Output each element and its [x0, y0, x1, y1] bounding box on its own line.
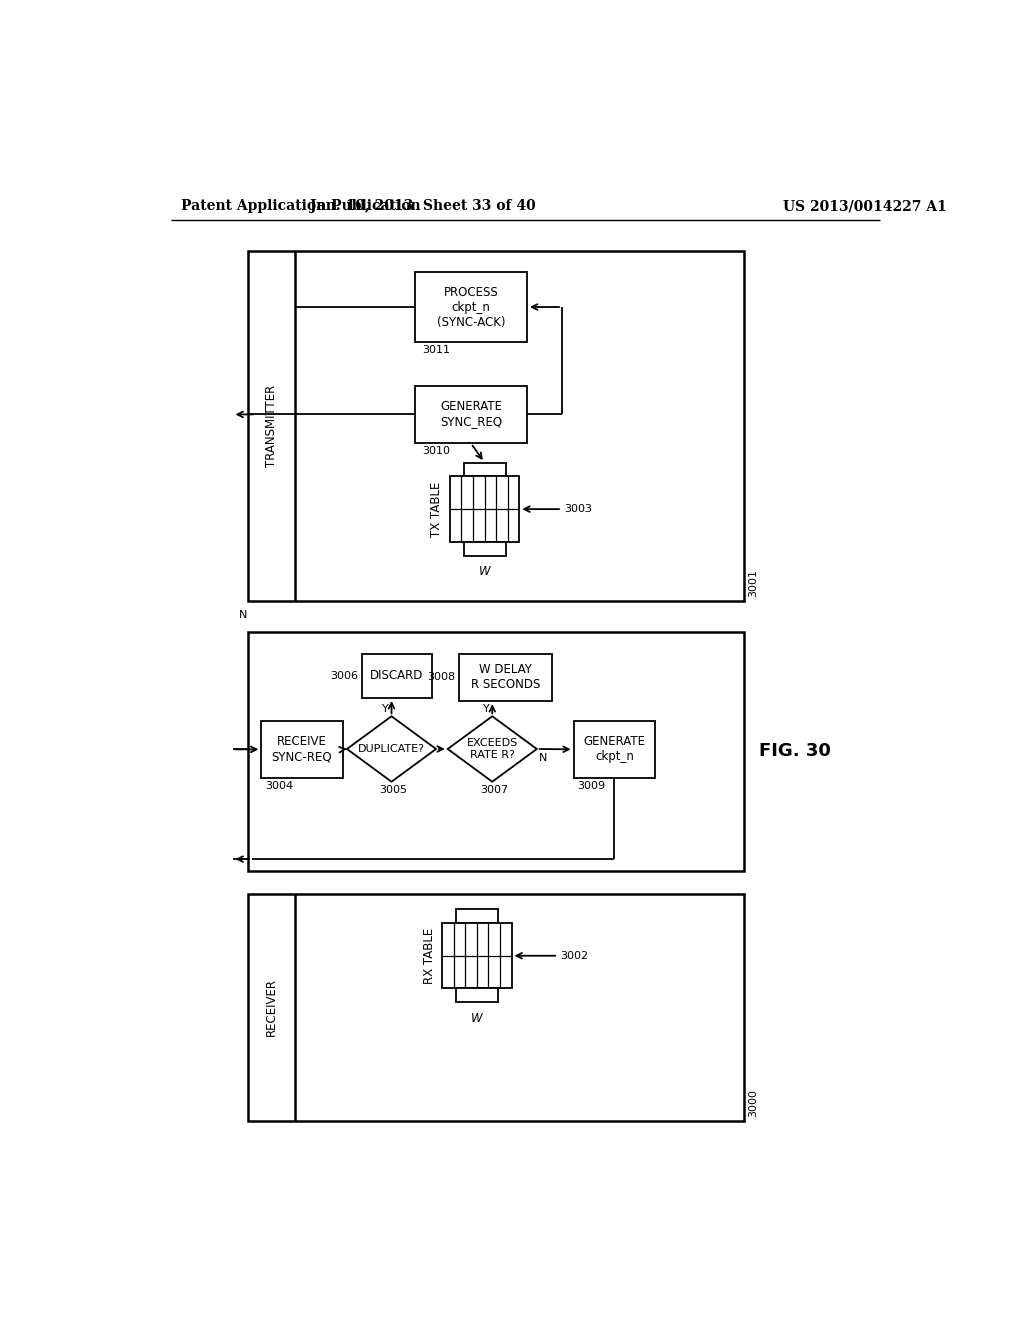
- Text: FIG. 30: FIG. 30: [759, 742, 830, 760]
- Text: Patent Application Publication: Patent Application Publication: [180, 199, 420, 213]
- Bar: [248, 251, 744, 601]
- Text: 3007: 3007: [479, 785, 508, 795]
- Text: 3009: 3009: [578, 781, 605, 791]
- Bar: [573, 721, 655, 779]
- Bar: [450, 477, 519, 543]
- Text: RECEIVE
SYNC-REQ: RECEIVE SYNC-REQ: [271, 735, 333, 763]
- Text: EXCEEDS
RATE R?: EXCEEDS RATE R?: [467, 738, 518, 760]
- Text: Y: Y: [482, 704, 489, 714]
- Text: Y: Y: [382, 704, 389, 714]
- Text: DISCARD: DISCARD: [371, 669, 424, 682]
- Bar: [456, 989, 499, 1002]
- Text: 3006: 3006: [330, 671, 358, 681]
- Polygon shape: [347, 717, 436, 781]
- Bar: [248, 632, 744, 871]
- Bar: [442, 923, 512, 989]
- Bar: [261, 721, 343, 779]
- Bar: [415, 385, 527, 444]
- Text: TX TABLE: TX TABLE: [430, 482, 443, 537]
- Text: PROCESS
ckpt_n
(SYNC-ACK): PROCESS ckpt_n (SYNC-ACK): [436, 285, 505, 329]
- Text: GENERATE
ckpt_n: GENERATE ckpt_n: [584, 735, 645, 763]
- Text: W: W: [478, 565, 490, 578]
- Text: GENERATE
SYNC_REQ: GENERATE SYNC_REQ: [440, 400, 502, 429]
- Text: 3002: 3002: [560, 950, 589, 961]
- Text: 3011: 3011: [423, 345, 451, 355]
- Bar: [459, 653, 552, 701]
- Bar: [415, 272, 527, 342]
- Bar: [248, 894, 744, 1121]
- Text: 3000: 3000: [748, 1089, 758, 1117]
- Bar: [456, 909, 499, 923]
- Text: Jan. 10, 2013  Sheet 33 of 40: Jan. 10, 2013 Sheet 33 of 40: [309, 199, 536, 213]
- Polygon shape: [447, 717, 537, 781]
- Text: N: N: [239, 610, 247, 620]
- Bar: [464, 462, 506, 477]
- Text: RX TABLE: RX TABLE: [423, 928, 435, 983]
- Text: W DELAY
R SECONDS: W DELAY R SECONDS: [471, 664, 540, 692]
- Text: TRANSMITTER: TRANSMITTER: [265, 385, 278, 467]
- Text: N: N: [540, 752, 548, 763]
- Text: 3008: 3008: [427, 672, 455, 682]
- Bar: [464, 543, 506, 556]
- Text: W: W: [471, 1011, 482, 1024]
- Text: US 2013/0014227 A1: US 2013/0014227 A1: [783, 199, 946, 213]
- Text: 3003: 3003: [564, 504, 592, 513]
- Bar: [362, 653, 432, 698]
- Text: RECEIVER: RECEIVER: [265, 978, 278, 1036]
- Text: 3010: 3010: [423, 446, 451, 457]
- Text: 3005: 3005: [379, 785, 408, 795]
- Text: DUPLICATE?: DUPLICATE?: [358, 744, 425, 754]
- Text: 3004: 3004: [265, 781, 293, 791]
- Text: 3001: 3001: [748, 569, 758, 597]
